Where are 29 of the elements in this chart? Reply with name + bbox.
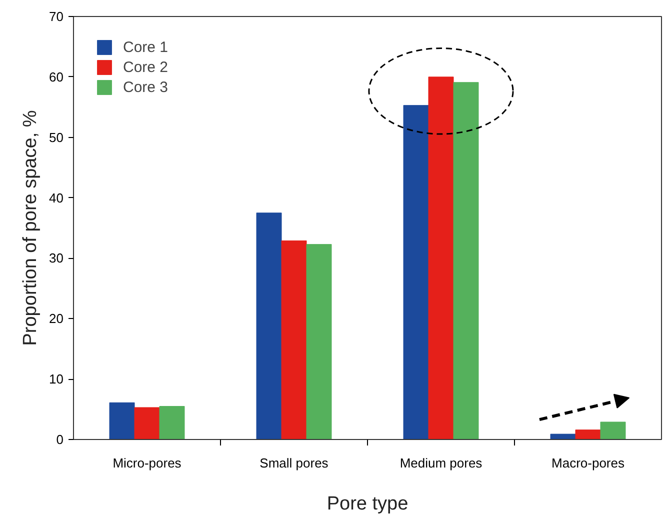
y-tick-label: 50 [49, 130, 64, 145]
bar [281, 240, 307, 440]
y-tick-label: 0 [56, 432, 64, 447]
x-axis-title: Pore type [326, 494, 408, 514]
y-tick-label: 70 [49, 9, 64, 24]
x-tick-label: Small pores [260, 456, 329, 470]
legend-label: Core 1 [123, 38, 168, 56]
bar [306, 244, 332, 440]
bar [159, 406, 185, 440]
y-tick-label: 60 [49, 69, 64, 84]
bar [428, 76, 454, 440]
bar [134, 407, 160, 440]
y-tick-label: 20 [49, 311, 64, 326]
bar [109, 402, 135, 440]
bar [256, 212, 282, 440]
x-tick-label: Macro-pores [552, 456, 625, 470]
y-axis-title: Proportion of pore space, % [20, 110, 42, 346]
bar [575, 430, 601, 440]
legend-label: Core 3 [123, 78, 168, 96]
y-tick-label: 40 [49, 190, 64, 206]
x-tick-label: Micro-pores [112, 456, 182, 470]
y-tick-label: 30 [49, 250, 64, 266]
y-tick-label: 10 [49, 372, 64, 387]
legend-label: Core 2 [123, 58, 168, 76]
x-tick-label: Medium pores [400, 456, 483, 470]
bar [600, 422, 626, 440]
bar [403, 105, 429, 440]
bar [550, 434, 576, 440]
bar [453, 82, 479, 440]
